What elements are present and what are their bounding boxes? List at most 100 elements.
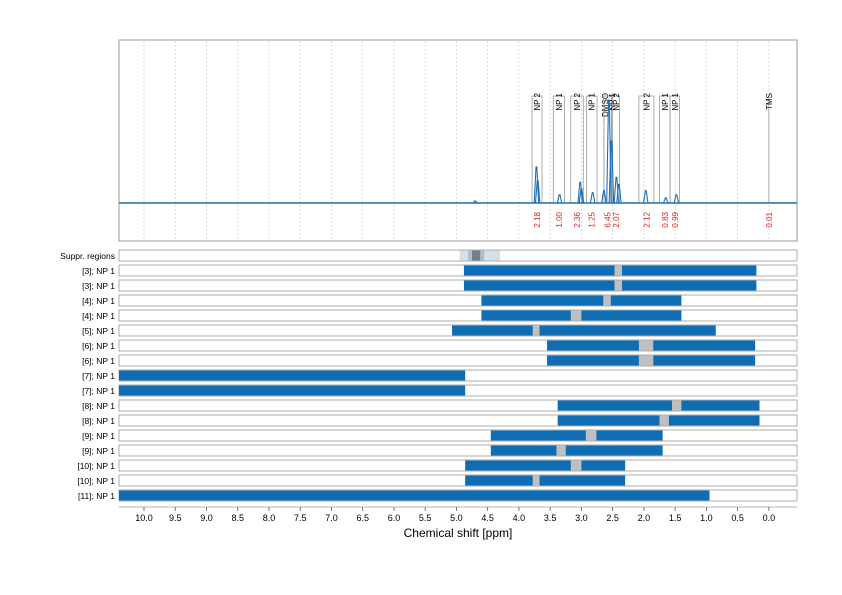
x-tick-label: 5.0: [450, 513, 463, 523]
row-label: [9]; NP 1: [82, 446, 115, 456]
range-bar: [557, 400, 760, 411]
region-box: [659, 95, 671, 204]
region-box: [552, 95, 565, 204]
x-axis: 10.0 9.5 9.0 8.5 8.0 7.5 7.0 6.5 6.0 5.5 5.0 4.5 4.0…: [119, 506, 797, 523]
spectrum-panel: [118, 39, 798, 242]
range-row-frame: [118, 429, 798, 442]
range-rows: Suppr. regions [3]; NP 1 [3]; NP 1 [4]; NP …: [60, 249, 798, 502]
row-label: [8]; NP 1: [82, 401, 115, 411]
row-label: [10]; NP 1: [77, 476, 115, 486]
region-box: [638, 95, 655, 204]
x-tick-label: 2.5: [606, 513, 619, 523]
x-tick-label: 8.0: [263, 513, 276, 523]
x-tick-label: 7.0: [325, 513, 338, 523]
spectrum-peak: [601, 190, 607, 204]
integral-label: 2.36: [573, 211, 582, 227]
range-row-frame: [118, 474, 798, 487]
range-bar: [557, 415, 760, 426]
spectrum-peak: [589, 192, 596, 204]
range-row-frame: [118, 444, 798, 457]
peak-regions: NP 2 2.18 NP 1 1.00 NP 2 2.36 NP 1 1.25 DMSO 6.45…: [531, 92, 774, 228]
row-label: Suppr. regions: [60, 251, 115, 261]
spectrum-peak: [673, 194, 680, 204]
region-label: NP 2: [612, 92, 621, 110]
range-row-frame: [118, 339, 798, 352]
spectrum-peak: [616, 183, 622, 204]
range-row-frame: [118, 459, 798, 472]
range-row-frame: [118, 414, 798, 427]
region-label: NP 1: [588, 92, 597, 110]
range-bar: [463, 280, 757, 291]
x-tick-label: 6.0: [388, 513, 401, 523]
row-label: [8]; NP 1: [82, 416, 115, 426]
integral-label: 0.83: [661, 211, 670, 227]
spectrum-peak: [608, 140, 615, 204]
x-tick-label: 9.0: [200, 513, 213, 523]
range-bar: [481, 295, 682, 306]
row-label: [11]; NP 1: [78, 491, 115, 501]
range-gap: [672, 400, 682, 411]
range-row-frame: [118, 354, 798, 367]
x-tick-label: 4.0: [513, 513, 526, 523]
suppr-region-dark: [472, 250, 481, 261]
range-gap: [532, 325, 540, 336]
x-tick-label: 6.5: [356, 513, 369, 523]
region-box: [586, 95, 598, 204]
spectrum-peak: [663, 197, 669, 204]
range-bar: [465, 460, 626, 471]
range-bar: [490, 445, 663, 456]
x-tick-label: 0.0: [763, 513, 776, 523]
spectrum-peak: [533, 166, 540, 204]
range-row-frame: [118, 279, 798, 292]
x-tick-label: 10.0: [135, 513, 153, 523]
range-bar: [463, 265, 757, 276]
range-row-frame: [118, 309, 798, 322]
spectrum-peak: [534, 179, 541, 204]
row-label: [6]; NP 1: [82, 356, 115, 366]
row-label: [5]; NP 1: [82, 326, 115, 336]
spectrum-peak: [578, 188, 585, 204]
range-bar: [490, 430, 663, 441]
range-row-frame: [118, 264, 798, 277]
x-tick-label: 3.0: [575, 513, 588, 523]
x-tick-label: 2.0: [638, 513, 651, 523]
integral-label: 2.18: [533, 211, 542, 227]
range-gap: [659, 415, 669, 426]
x-tick-label: 9.5: [169, 513, 182, 523]
row-label: [7]; NP 1: [82, 386, 115, 396]
integral-label: 2.07: [612, 211, 621, 227]
x-tick-label: 4.5: [481, 513, 494, 523]
range-gap: [570, 310, 582, 321]
region-label: NP 1: [661, 92, 670, 110]
integral-label: 0.01: [765, 211, 774, 227]
range-gap: [638, 340, 654, 351]
range-gap: [638, 355, 654, 366]
region-label: NP 2: [573, 92, 582, 110]
x-tick-label: 1.0: [700, 513, 713, 523]
row-label: [3]; NP 1: [82, 266, 115, 276]
row-label: [6]; NP 1: [82, 341, 115, 351]
x-tick-label: 3.5: [544, 513, 557, 523]
spectrum-peak: [472, 200, 478, 204]
range-gap: [603, 295, 611, 306]
row-label: [3]; NP 1: [82, 281, 115, 291]
region-label: NP 2: [533, 92, 542, 110]
integral-label: 2.12: [642, 211, 651, 227]
row-label: [10]; NP 1: [77, 461, 115, 471]
row-label: [9]; NP 1: [82, 431, 115, 441]
row-label: [4]; NP 1: [82, 311, 115, 321]
range-gap: [585, 430, 597, 441]
integral-label: 1.25: [588, 211, 597, 227]
x-tick-label: 0.5: [731, 513, 744, 523]
region-label: DMSO: [601, 93, 610, 117]
spectrum-trace: [119, 99, 797, 204]
integral-label: 0.99: [671, 211, 680, 227]
range-gap: [570, 460, 582, 471]
integral-label: 1.00: [555, 211, 564, 227]
grid-lines: [143, 41, 770, 240]
integral-label: 6.45: [604, 211, 613, 227]
x-tick-label: 1.5: [669, 513, 682, 523]
range-gap: [532, 475, 540, 486]
range-bar: [452, 325, 716, 336]
